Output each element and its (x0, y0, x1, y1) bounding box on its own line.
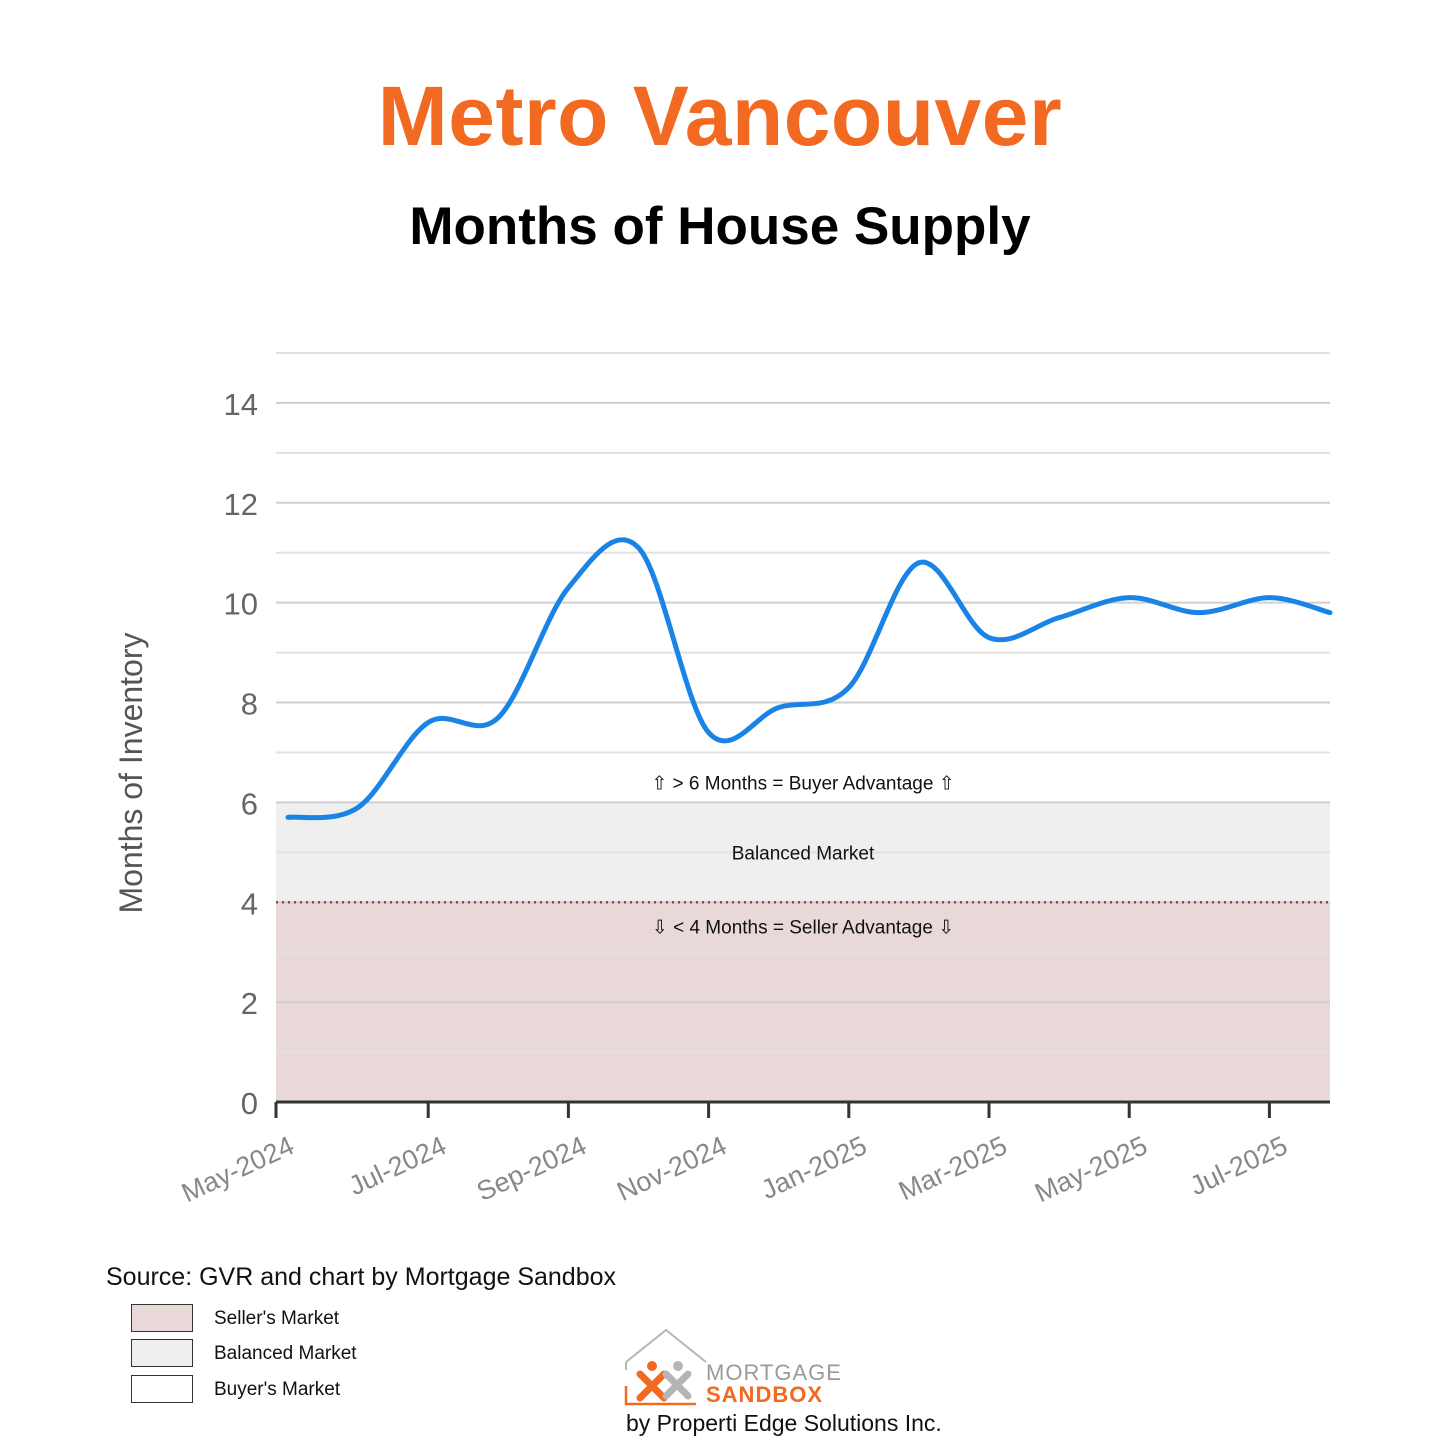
x-tick-label: May-2025 (1030, 1130, 1152, 1208)
legend-swatch-balanced (131, 1339, 193, 1367)
seller-advantage-annotation: ⇩ < 4 Months = Seller Advantage ⇩ (652, 917, 954, 938)
legend-label-seller: Seller's Market (214, 1308, 340, 1329)
source-note: Source: GVR and chart by Mortgage Sandbo… (106, 1263, 617, 1291)
legend-label-buyer: Buyer's Market (214, 1379, 341, 1400)
legend-swatch-seller (131, 1304, 193, 1332)
x-tick-label: May-2024 (177, 1130, 299, 1208)
y-tick-label: 4 (241, 886, 258, 921)
months-supply-chart: ⇧ > 6 Months = Buyer Advantage ⇧ Balanced… (113, 352, 1333, 1208)
y-tick-label: 14 (224, 387, 258, 422)
y-tick-label: 6 (241, 786, 258, 821)
legend-item-seller: Seller's Market (131, 1304, 431, 1334)
x-tick-label: Jan-2025 (757, 1130, 872, 1205)
chart-title: Metro Vancouver (377, 69, 1063, 163)
legend-item-buyer: Buyer's Market (131, 1375, 431, 1405)
logo-text-mortgage: MORTGAGE (706, 1360, 842, 1385)
y-axis-label: Months of Inventory (113, 632, 149, 913)
months-of-inventory-series-line (285, 537, 1333, 821)
logo-text-sandbox: SANDBOX (706, 1382, 824, 1407)
y-tick-label: 0 (241, 1086, 258, 1121)
house-logo-icon (624, 1328, 707, 1406)
y-tick-label: 8 (241, 687, 258, 722)
x-tick-label: Jul-2024 (344, 1130, 451, 1201)
logo-byline: by Properti Edge Solutions Inc. (626, 1410, 942, 1436)
balanced-market-annotation: Balanced Market (732, 843, 875, 864)
legend-item-balanced: Balanced Market (131, 1339, 431, 1369)
legend-swatch-buyer (131, 1375, 193, 1403)
legend-label-balanced: Balanced Market (214, 1343, 357, 1364)
x-tick-label: Sep-2024 (472, 1130, 591, 1207)
x-tick-label: Nov-2024 (612, 1130, 731, 1207)
buyer-market-band (276, 353, 1330, 803)
x-tick-label: Jul-2025 (1185, 1130, 1292, 1201)
y-tick-label: 10 (224, 587, 258, 622)
y-tick-label: 12 (224, 487, 258, 522)
chart-subtitle: Months of House Supply (409, 197, 1031, 256)
y-tick-label: 2 (241, 986, 258, 1021)
x-tick-label: Mar-2025 (894, 1130, 1011, 1206)
mortgage-sandbox-logo: MORTGAGE SANDBOX by Properti Edge Soluti… (620, 1326, 942, 1440)
buyer-advantage-annotation: ⇧ > 6 Months = Buyer Advantage ⇧ (651, 773, 954, 794)
